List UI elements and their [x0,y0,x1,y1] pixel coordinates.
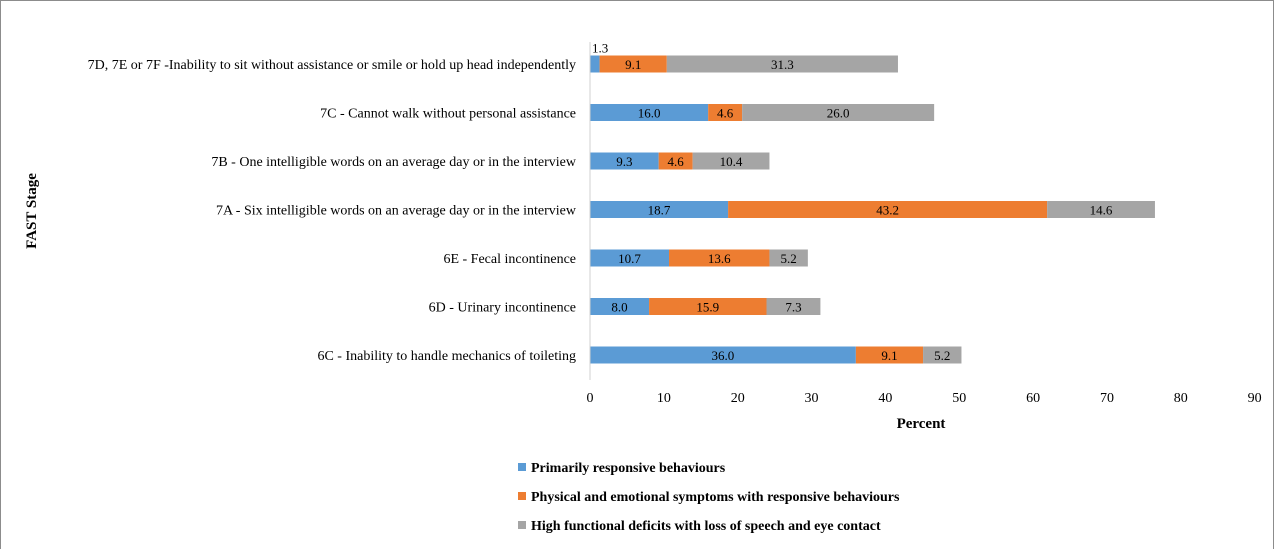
bar-segment [692,152,770,170]
bar-segment [669,249,770,267]
x-tick-label: 10 [657,391,671,406]
x-tick-label: 70 [1100,391,1114,406]
bar-segment [590,104,709,121]
data-labels: 1.3 9.1 31.3 16.0 4.6 26.0 9.3 4.6 10.4 18.7 43.2 1… [592,41,1113,364]
bar-segment [658,152,693,170]
category-label: 7D, 7E or 7F -Inability to sit without a… [88,58,576,73]
data-label: 10.4 [720,154,743,169]
bar-segment [590,55,600,73]
bar-segment [590,201,729,218]
x-tick-label: 60 [1026,391,1040,406]
bar-segment [708,104,743,121]
category-label: 7B - One intelligible words on an averag… [211,155,577,170]
data-label: 9.3 [616,154,632,169]
bar-segment [766,298,821,315]
x-tick-label: 0 [587,391,594,406]
legend: Primarily responsive behaviours Physical … [518,461,900,534]
y-axis-title: FAST Stage [24,173,40,249]
data-label: 26.0 [827,106,850,121]
data-label: 4.6 [717,106,734,121]
bar-segment [1047,201,1155,218]
legend-swatch [518,463,526,471]
data-label: 4.6 [668,154,685,169]
data-label: 43.2 [876,203,899,218]
x-tick-label: 20 [731,391,745,406]
bar-segment [590,152,659,170]
bar-segment [599,55,667,73]
x-tick-label: 80 [1174,391,1188,406]
data-label: 18.7 [648,203,671,218]
bar-segment [769,249,808,267]
bar-segment [590,298,650,315]
data-label: 9.1 [625,57,641,72]
bars-group [590,55,1155,364]
data-label: 31.3 [771,57,794,72]
category-label: 6E - Fecal incontinence [443,252,576,267]
x-tick-label: 90 [1248,391,1262,406]
category-label: 6D - Urinary incontinence [429,301,576,316]
data-label: 9.1 [881,348,897,363]
category-label: 6C - Inability to handle mechanics of to… [317,349,576,364]
data-label: 5.2 [781,251,797,266]
category-label: 7A - Six intelligible words on an averag… [216,204,577,219]
x-tick-label: 40 [878,391,892,406]
legend-swatch [518,521,526,529]
x-tick-label: 30 [805,391,819,406]
bar-segment [742,104,935,121]
bar-segment [728,201,1048,218]
category-labels: 7D, 7E or 7F -Inability to sit without a… [88,58,577,364]
data-label: 10.7 [618,251,641,266]
bar-segment [590,346,856,364]
bar-segment [923,346,962,364]
data-label: 16.0 [638,106,661,121]
x-tick-labels: 0 10 20 30 40 50 60 70 80 90 [587,391,1262,406]
data-label: 5.2 [934,348,950,363]
data-label: 1.3 [592,41,608,56]
category-label: 7C - Cannot walk without personal assist… [320,107,576,122]
bar-segment [855,346,924,364]
legend-label: Primarily responsive behaviours [531,461,726,476]
data-label: 7.3 [785,300,801,315]
data-label: 14.6 [1090,203,1113,218]
data-label: 13.6 [708,251,731,266]
bar-segment [590,249,670,267]
bar-segment [666,55,898,73]
legend-swatch [518,492,526,500]
data-label: 36.0 [712,348,735,363]
x-axis-title: Percent [897,416,946,432]
legend-label: High functional deficits with loss of sp… [531,519,881,534]
x-tick-label: 50 [952,391,966,406]
data-label: 15.9 [696,300,719,315]
legend-label: Physical and emotional symptoms with res… [531,490,900,505]
data-label: 8.0 [611,300,627,315]
bar-segment [649,298,767,315]
